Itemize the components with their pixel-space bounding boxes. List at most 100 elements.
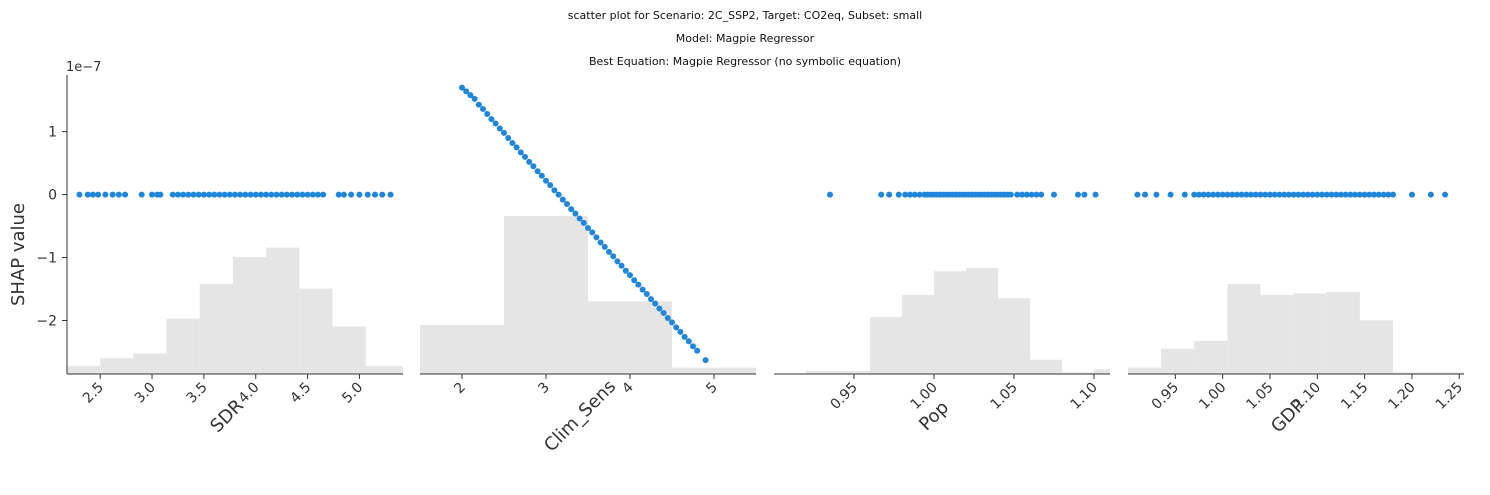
scatter-point [283,191,290,198]
scatter-point [1337,191,1344,198]
scatter-point [1233,191,1240,198]
scatter-point [1019,191,1025,198]
scatter-point [84,191,91,198]
hist-bar [998,298,1030,374]
scatter-point [496,125,503,132]
scatter-point [1271,191,1278,198]
scatter-point [242,191,249,198]
scatter-point [568,206,575,213]
scatter-point [827,191,833,198]
x-tick-label: 1.15 [1338,380,1371,413]
scatter-point [289,191,296,198]
scatter-point [488,116,495,123]
hist-bar [902,295,934,374]
title-line-3: Best Equation: Magpie Regressor (no symb… [588,55,902,68]
scatter-point [1361,191,1368,198]
scatter-point [309,191,316,198]
scatter-point [648,296,654,303]
scatter-point [340,191,347,198]
scatter-point [1300,191,1307,198]
scatter-point [190,191,197,198]
hist-bar [1293,293,1327,374]
hist-bar [1062,372,1094,374]
hist-bar [1426,372,1464,374]
hist-bar [672,367,756,374]
scatter-point [652,300,659,307]
y-offset-label: 1e−7 [66,60,101,75]
scatter-point [1295,191,1302,198]
scatter-point [1319,191,1326,198]
title-line-1: scatter plot for Scenario: 2C_SSP2, Targ… [567,9,923,22]
scatter-point [348,191,355,198]
scatter-point [226,191,233,198]
scatter-point [543,177,549,184]
scatter-point [547,182,554,189]
scatter-point [252,191,259,198]
scatter-point [484,111,491,118]
scatter-point [1014,191,1021,198]
scatter-point [902,191,909,198]
x-tick-label: 5.0 [339,380,366,407]
scatter-point [200,191,207,198]
scatter-point [76,191,83,198]
scatter-point [614,258,621,265]
scatter-point [559,196,566,203]
scatter-point [157,191,164,198]
scatter-point [664,314,671,321]
x-tick-label: 2 [451,380,469,398]
hist-bar [838,370,870,374]
scatter-point [1366,191,1373,198]
hist-bar [1094,369,1110,374]
hist-bar [1194,340,1228,374]
scatter-point [122,191,129,198]
scatter-point [580,219,587,226]
scatter-point [1328,191,1335,198]
scatter-point [513,144,520,151]
scatter-point [1356,191,1363,198]
scatter-point [471,95,478,102]
scatter-point [1333,191,1340,198]
scatter-point [660,309,667,316]
x-tick-label: 3.5 [184,380,211,407]
scatter-point [463,88,470,95]
scatter-point [635,281,642,288]
scatter-point [534,168,541,175]
scatter-point [1427,191,1434,198]
scatter-point [1342,191,1349,198]
scatter-point [1075,191,1081,198]
x-axis-label: Clim_Sens [540,376,620,456]
scatter-point [627,272,633,279]
scatter-point [459,84,465,91]
scatter-point [1375,191,1382,198]
scatter-point [593,234,600,241]
y-tick-label: −2 [36,313,57,329]
scatter-point [109,191,116,198]
x-tick-label: 1.05 [1243,380,1276,413]
hist-bar [1128,367,1162,374]
scatter-point [610,253,617,260]
hist-bar [100,358,134,374]
scatter-point [89,191,96,198]
scatter-point [694,347,701,354]
scatter-point [95,191,102,198]
scatter-point [1408,191,1415,198]
scatter-point [1442,191,1449,198]
hist-bar [133,353,167,374]
scatter-point [1191,191,1198,198]
scatter-point [1243,191,1250,198]
scatter-point [530,163,537,170]
hist-bar [1393,372,1427,374]
title-line-2: Model: Magpie Regressor [675,32,815,45]
scatter-point [257,191,264,198]
scatter-point [467,92,474,99]
scatter-point [1252,191,1259,198]
scatter-point [1167,191,1174,198]
hist-bar [1359,320,1394,374]
scatter-point [1347,191,1354,198]
scatter-point [1314,191,1321,198]
scatter-point [1352,191,1359,198]
scatter-point [1385,191,1392,198]
hist-bar [67,366,101,374]
scatter-point [1200,191,1207,198]
